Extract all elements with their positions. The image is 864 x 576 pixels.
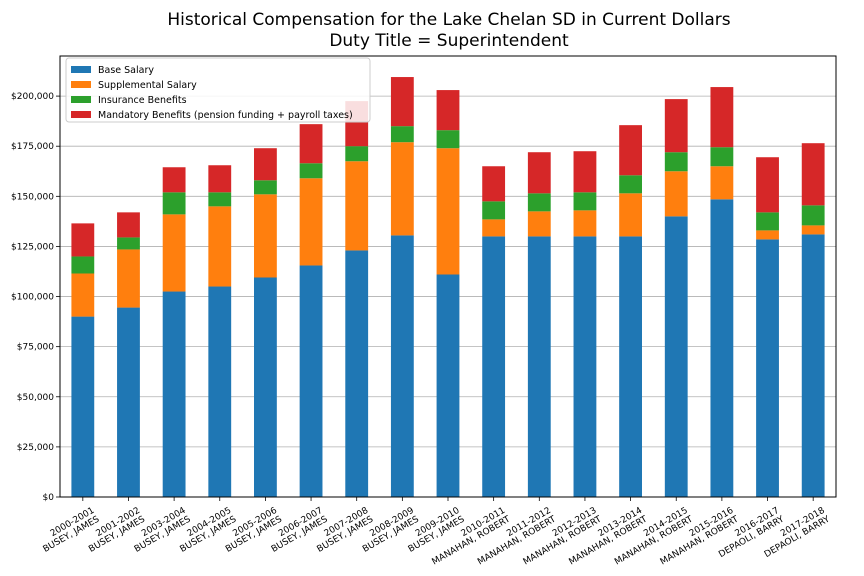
bar-segment (801, 225, 825, 235)
bar-segment (71, 273, 95, 317)
bar-segment (254, 194, 277, 278)
legend-label: Base Salary (98, 65, 154, 76)
bar-segment (162, 291, 186, 497)
bar-segment (117, 237, 140, 250)
y-tick-label: $150,000 (11, 192, 54, 202)
bar-segment (710, 87, 734, 148)
bar-segment (254, 180, 277, 195)
chart-subtitle: Duty Title = Superintendent (329, 31, 569, 51)
bar-segment (390, 77, 414, 127)
bar-segment (664, 216, 688, 497)
bar-segment (527, 193, 551, 212)
legend-box (65, 57, 371, 123)
bar-segment (527, 152, 551, 194)
legend-swatch (71, 81, 91, 88)
bar-segment (162, 214, 186, 292)
bar-segment (117, 307, 140, 497)
bar-segment (436, 130, 460, 149)
legend-swatch (71, 111, 91, 118)
y-tick-label: $50,000 (17, 393, 54, 403)
bar-segment (710, 199, 734, 497)
y-tick-label: $100,000 (11, 293, 54, 303)
bar-segment (436, 90, 460, 131)
bar-segment (801, 234, 825, 497)
bar-segment (117, 249, 140, 308)
bar-segment (664, 152, 688, 172)
y-axis: $0 $25,000 $50,000 $75,000 $100,000 $125,000 $… (11, 92, 60, 503)
y-tick-label: $200,000 (11, 92, 54, 102)
bar-segment (71, 223, 95, 257)
bar-segment (801, 143, 825, 206)
bar-segment (208, 165, 232, 193)
bar-segment (482, 166, 506, 202)
legend: Base Salary Supplemental Salary Insurance … (65, 57, 371, 123)
bar-segment (756, 230, 779, 240)
legend-swatch (71, 96, 91, 103)
bar-segment (208, 286, 232, 497)
bar-segment (345, 161, 369, 251)
bar-segment (664, 171, 688, 217)
bar-segment (710, 147, 734, 167)
legend-label: Supplemental Salary (98, 80, 197, 91)
y-tick-label: $0 (43, 493, 55, 503)
bar-segment (299, 124, 323, 164)
bar-segment (162, 167, 186, 193)
bar-segment (162, 192, 186, 215)
bar-segment (664, 99, 688, 153)
bar-segment (482, 236, 506, 497)
bars (71, 77, 825, 498)
plot-frame (59, 55, 837, 498)
bar-segment (573, 236, 597, 497)
bar-segment (299, 178, 323, 266)
legend-label: Insurance Benefits (98, 95, 187, 106)
bar-segment (436, 274, 460, 497)
bar-segment (482, 219, 506, 237)
bar-segment (756, 212, 779, 231)
bar-segment (254, 277, 277, 497)
bar-segment (619, 193, 642, 237)
y-tick-label: $75,000 (17, 343, 54, 353)
legend-label: Mandatory Benefits (pension funding + pa… (98, 110, 353, 121)
bar-segment (756, 239, 779, 498)
legend-swatch (71, 66, 91, 73)
bar-segment (527, 236, 551, 497)
bar-segment (619, 125, 642, 176)
bar-segment (390, 126, 414, 143)
y-tick-label: $175,000 (11, 142, 54, 152)
bar-segment (756, 157, 779, 213)
bar-segment (254, 148, 277, 181)
bar-segment (573, 210, 597, 237)
bar-segment (482, 201, 506, 220)
bar-segment (390, 142, 414, 236)
bar-segment (436, 148, 460, 275)
y-tick-label: $25,000 (17, 443, 54, 453)
bar-segment (345, 250, 369, 497)
bar-segment (573, 151, 597, 193)
bar-segment (619, 175, 642, 194)
bar-segment (299, 265, 323, 497)
bar-segment (527, 211, 551, 237)
chart-title: Historical Compensation for the Lake Che… (167, 10, 730, 30)
bar-segment (801, 205, 825, 226)
bar-segment (710, 166, 734, 200)
bar-segment (117, 212, 140, 238)
bar-segment (208, 192, 232, 207)
bar-segment (71, 256, 95, 274)
bar-segment (71, 316, 95, 497)
bar-segment (299, 163, 323, 179)
bar-segment (619, 236, 642, 497)
bar-segment (208, 206, 232, 287)
bar-segment (573, 192, 597, 211)
bar-segment (390, 235, 414, 498)
bar-segment (345, 146, 369, 162)
y-tick-label: $125,000 (11, 242, 54, 252)
